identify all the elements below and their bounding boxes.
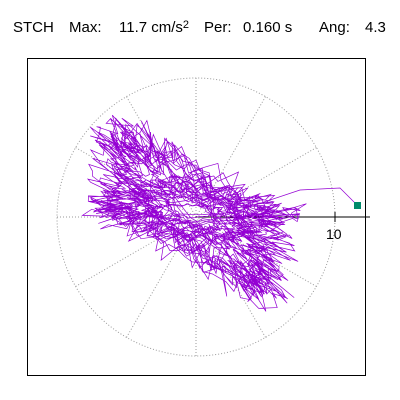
period-value: 0.160 s bbox=[243, 19, 293, 36]
max-label: Max: bbox=[69, 19, 102, 36]
spoke-150 bbox=[195, 216, 266, 338]
max-value: 11.7 cm/s 2 bbox=[119, 19, 190, 36]
title-bar: STCH Max: 11.7 cm/s 2 Per: 0.160 s Ang: 4… bbox=[13, 19, 393, 39]
spoke-210 bbox=[126, 216, 197, 338]
spoke-240 bbox=[75, 216, 197, 287]
spoke-60 bbox=[195, 147, 317, 218]
period-label: Per: bbox=[204, 19, 232, 36]
end-marker bbox=[354, 202, 361, 209]
max-exponent: 2 bbox=[182, 19, 190, 31]
angle-value: 4.3 bbox=[365, 19, 386, 36]
station-code: STCH bbox=[13, 19, 54, 36]
scale-label: 10 bbox=[326, 226, 342, 242]
spoke-30 bbox=[195, 96, 266, 218]
angle-label: Ang: bbox=[319, 19, 350, 36]
particle-motion-trace bbox=[81, 114, 358, 312]
trace-path bbox=[81, 114, 358, 312]
